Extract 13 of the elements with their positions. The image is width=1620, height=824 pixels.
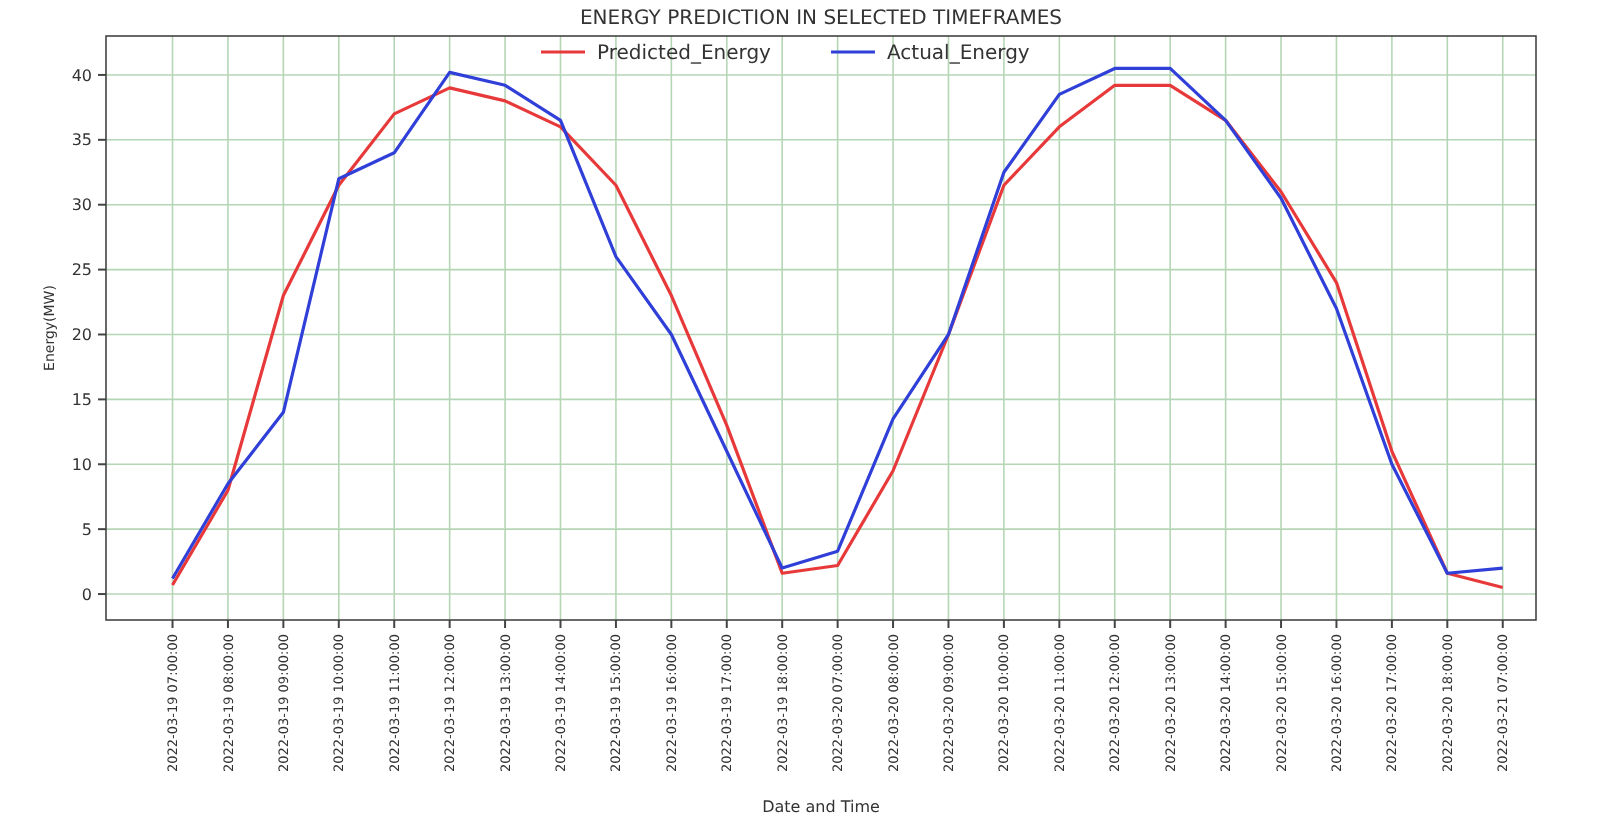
y-tick-label: 5 [81, 520, 92, 539]
x-axis-title: Date and Time [762, 798, 880, 816]
y-tick-label: 40 [71, 66, 92, 85]
y-tick-label: 25 [71, 261, 92, 280]
chart-title: ENERGY PREDICTION IN SELECTED TIMEFRAMES [579, 8, 1063, 30]
y-tick-label: 30 [71, 196, 92, 215]
legend-label: Predicted_Energy [597, 43, 772, 65]
y-tick-label: 10 [71, 455, 92, 474]
y-tick-label: 35 [71, 131, 92, 150]
legend-label: Actual_Energy [887, 43, 1030, 65]
y-tick-label: 15 [71, 390, 92, 409]
y-tick-label: 20 [71, 326, 92, 345]
y-tick-label: 0 [81, 585, 92, 604]
